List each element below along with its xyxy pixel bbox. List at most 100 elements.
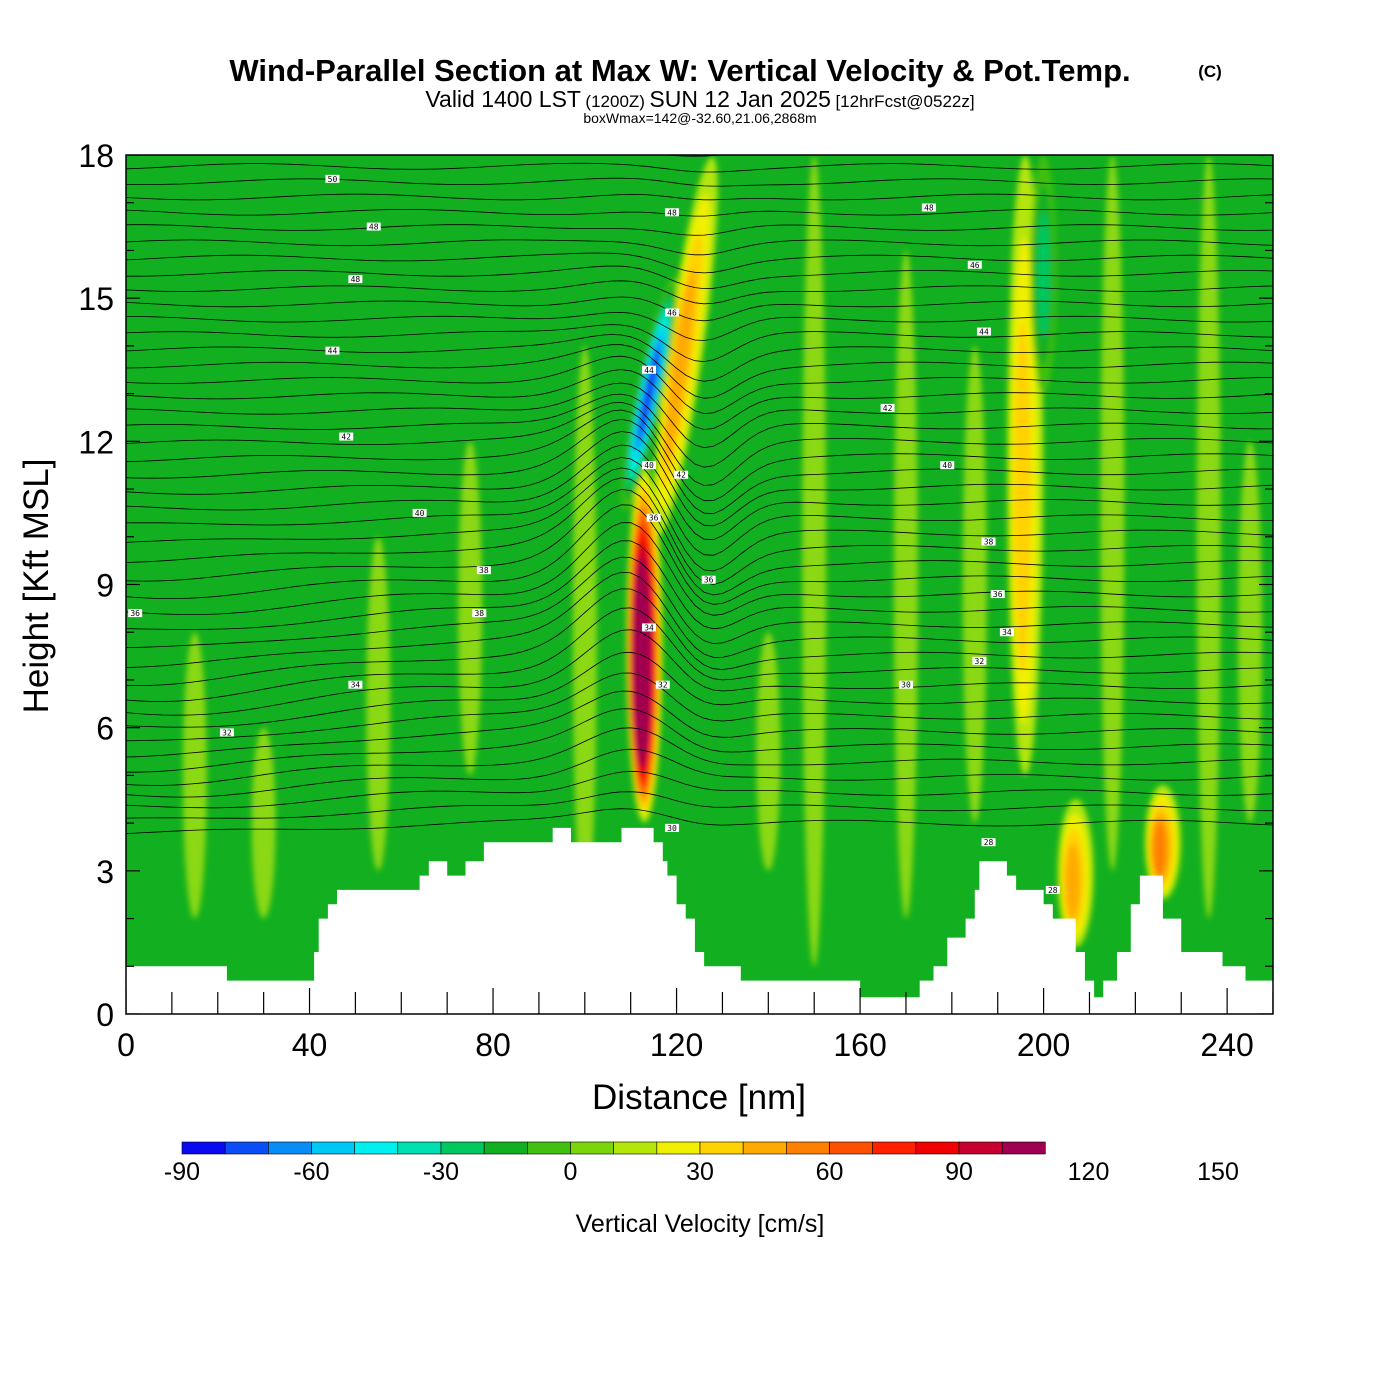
isentrope-line xyxy=(126,177,1273,187)
isentrope-line xyxy=(126,409,1273,502)
colorbar-tick-label: 60 xyxy=(816,1158,844,1186)
isentrope-label-text: 34 xyxy=(351,681,361,690)
isentrope-label: 38 xyxy=(472,609,487,618)
isentrope-line xyxy=(126,239,1273,256)
isentrope-label: 42 xyxy=(674,470,689,480)
isentrope-label-text: 38 xyxy=(984,538,994,547)
isentrope-label-bg xyxy=(1045,885,1060,894)
isentrope-label-text: 46 xyxy=(667,308,677,317)
isentrope-line xyxy=(126,369,1273,430)
colorbar-swatch xyxy=(181,1141,226,1155)
isentrope-label: 36 xyxy=(646,513,661,523)
isentrope-label: 32 xyxy=(219,728,234,737)
isentrope-label-text: 44 xyxy=(644,366,654,375)
y-tick-label: 0 xyxy=(96,997,114,1033)
colorbar-tick-label: 120 xyxy=(1068,1158,1110,1186)
y-tick-label: 9 xyxy=(96,568,114,604)
x-axis-label: Distance [nm] xyxy=(592,1078,806,1117)
isentrope-label-bg xyxy=(642,461,657,470)
isentrope-label-text: 42 xyxy=(341,433,351,442)
isentrope-label: 44 xyxy=(325,346,340,356)
x-tick-label: 0 xyxy=(117,1027,135,1063)
isentrope-label-bg xyxy=(940,461,955,470)
isentrope-label: 34 xyxy=(999,628,1014,637)
inner-ticks xyxy=(126,155,1273,1014)
isentrope-label: 46 xyxy=(664,308,679,317)
isentrope-label-text: 34 xyxy=(644,623,654,632)
isentrope-label-text: 28 xyxy=(984,838,994,847)
isentrope-label-text: 36 xyxy=(704,576,714,585)
isentrope-label-bg xyxy=(476,566,491,575)
isentrope-line xyxy=(126,690,1273,758)
y-tick-label: 3 xyxy=(96,854,114,890)
isentrope-label: 50 xyxy=(325,174,340,184)
subtitle-forecast: [12hrFcst@0522z] xyxy=(835,92,974,111)
weak-ascent-band xyxy=(962,345,987,824)
colorbar-tick-label: -60 xyxy=(293,1158,329,1186)
isentrope-label-text: 36 xyxy=(649,514,659,523)
x-tick-label: 240 xyxy=(1200,1027,1253,1063)
isentrope-label: 34 xyxy=(642,623,657,632)
weak-ascent-band xyxy=(802,155,827,967)
isentrope-line xyxy=(126,324,1273,363)
isentrope-label: 34 xyxy=(348,680,363,690)
y-tick-label: 18 xyxy=(78,138,114,174)
subtitle-utc: (1200Z) xyxy=(585,92,645,111)
isentrope-line xyxy=(126,162,1273,173)
isentrope-line xyxy=(126,393,1273,468)
isentrope-line xyxy=(126,477,1273,585)
colorbar-swatch xyxy=(483,1141,528,1155)
colorbar-tick-label: 30 xyxy=(686,1158,714,1186)
y-tick-label: 15 xyxy=(78,281,114,317)
colorbar-swatch xyxy=(699,1141,744,1155)
isentrope-label-bg xyxy=(664,208,679,217)
weak-ascent-band xyxy=(1196,155,1221,919)
isentrope-label-text: 40 xyxy=(415,509,425,518)
isentrope-line xyxy=(126,224,1273,236)
isentrope-label-text: 36 xyxy=(993,590,1003,599)
colorbar-swatch xyxy=(656,1141,701,1155)
isentrope-line xyxy=(126,252,1273,274)
isentrope-line xyxy=(126,748,1273,798)
isentrope-label-bg xyxy=(664,823,679,832)
isentrope-line xyxy=(126,133,1273,139)
isentrope-label-text: 32 xyxy=(658,681,668,690)
colorbar-label: Vertical Velocity [cm/s] xyxy=(576,1210,825,1238)
isentrope-label-bg xyxy=(646,513,661,522)
isentrope-label-bg xyxy=(655,680,670,689)
isentrope-label-text: 38 xyxy=(479,566,489,575)
isentrope-line xyxy=(126,708,1273,773)
isentrope-label: 30 xyxy=(664,823,679,833)
isentrope-label: 40 xyxy=(940,461,955,470)
colorbar-swatch xyxy=(354,1141,399,1155)
isentrope-label-bg xyxy=(642,623,657,632)
isentrope-label-bg xyxy=(472,609,487,618)
contour-labels: 50 48 48 44 42 40 38 36 38 34 32 48 46 44 40 42 36 36 34 32… xyxy=(128,174,1060,895)
colorbar-tick-label: 150 xyxy=(1197,1158,1239,1186)
isentrope-label-text: 48 xyxy=(924,203,934,212)
isentrope-line xyxy=(126,418,1273,515)
isentrope-label: 36 xyxy=(990,590,1005,599)
downdraft-core xyxy=(1037,210,1050,338)
isentrope-label-bg xyxy=(921,203,936,212)
isentrope-label-text: 28 xyxy=(1048,886,1058,895)
isentrope-label: 48 xyxy=(366,222,381,232)
isentrope-line xyxy=(126,382,1273,449)
isentrope-label-bg xyxy=(366,222,381,231)
isentrope-label-text: 32 xyxy=(222,728,232,737)
isentrope-line xyxy=(126,467,1273,572)
isentrope-line xyxy=(126,209,1273,217)
colorbar-swatch xyxy=(872,1141,917,1155)
colorbar-swatch xyxy=(268,1141,312,1155)
isentrope-label-text: 40 xyxy=(942,461,952,470)
isentrope-label-text: 48 xyxy=(369,223,379,232)
isentrope-line xyxy=(126,444,1273,541)
isentrope-label: 48 xyxy=(664,208,679,217)
chart-note: boxWmax=142@-32.60,21.06,2868m xyxy=(583,110,816,126)
isentrope-label: 32 xyxy=(655,680,670,690)
colorbar-tick-label: -30 xyxy=(423,1158,459,1186)
weak-ascent-band xyxy=(1100,155,1125,871)
chart-title: Wind-Parallel Section at Max W: Vertical… xyxy=(229,53,1130,88)
y-axis-label: Height [Kft MSL] xyxy=(17,459,56,714)
isentrope-label-bg xyxy=(219,728,234,737)
